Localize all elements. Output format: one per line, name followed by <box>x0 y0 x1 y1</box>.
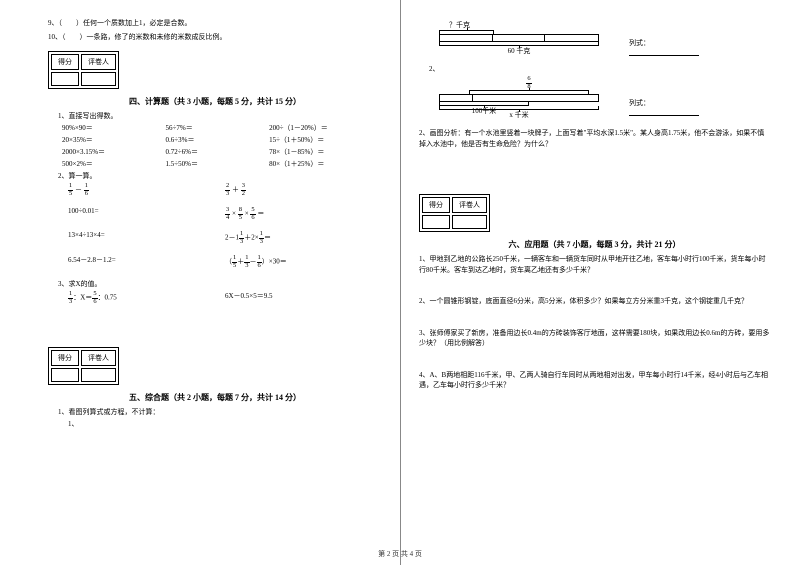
item6-4: 4、A、B两地相距116千米，甲、乙两人骑自行车同时从两地相对出发，甲车每小时行… <box>419 370 770 391</box>
expr: 13×4÷13×4= <box>68 231 225 245</box>
item6-2: 2、一个圆锥形钢锭，底面直径6分米，高5分米，体积多少？如果每立方分米重3千克，… <box>419 296 770 307</box>
q9: 9、（ ）任何一个质数加上1，必定是合数。 <box>48 18 382 29</box>
expr: 34 × 85 × 56 ＝ <box>225 207 382 221</box>
expr: 100÷0.01= <box>68 207 225 221</box>
expr: 13：X＝56：0.75 <box>68 291 225 305</box>
score-label: 得分 <box>51 54 79 70</box>
score-box-6: 得分 评卷人 <box>419 194 490 232</box>
diagram-2: 68 100千米 x 千米 列式： <box>439 76 639 120</box>
item5-1: 1、看图列算式或方程，不计算： <box>58 407 382 417</box>
expr: 6X－0.5×5＝9.5 <box>225 291 382 305</box>
item6-3: 3、张师傅家买了新房，准备用边长0.4m的方砖装饰客厅地面，这样需要180块，如… <box>419 328 770 349</box>
expr: 23 ＋ 32 <box>225 183 382 197</box>
calc-row: 90%×90＝ 56÷7%＝ 200÷（1－20%）＝ <box>62 123 382 133</box>
score-box-4: 得分 评卷人 <box>48 51 119 89</box>
right-column: ？千克 60 千克 列式： 2、 68 100千米 x 千米 列式： 2、画图分… <box>400 0 800 565</box>
calc-row: 500×2%＝ 1.5÷50%＝ 80×（1＋25%）＝ <box>62 159 382 169</box>
item5-1-1: 1、 <box>68 419 382 429</box>
section5-title: 五、综合题（共 2 小题，每题 7 分，共计 14 分） <box>48 392 382 403</box>
num2: 2、 <box>429 64 770 74</box>
item4-2: 2、算一算。 <box>58 171 382 181</box>
section4-title: 四、计算题（共 3 小题，每题 5 分，共计 15 分） <box>48 96 382 107</box>
score-box-5: 得分 评卷人 <box>48 347 119 385</box>
item4-3: 3、求X的值。 <box>58 279 382 289</box>
item6-1: 1、甲地到乙地的公路长250千米，一辆客车和一辆货车同时从甲地开往乙地，客车每小… <box>419 254 770 275</box>
section6-title: 六、应用题（共 7 小题，每题 3 分，共计 21 分） <box>419 239 770 250</box>
diagram-1: ？千克 60 千克 列式： <box>439 20 639 56</box>
item4-1: 1、直接写出得数。 <box>58 111 382 121</box>
item5-2: 2、画图分析：有一个水池里竖着一块牌子，上面写着"平均水深1.5米"。某人身高1… <box>419 128 770 149</box>
marker-label: 评卷人 <box>81 54 116 70</box>
expr: 2－113＋2×13＝ <box>225 231 382 245</box>
expr: 6.54－2.8－1.2= <box>68 255 225 269</box>
expr: 15 － 16 <box>68 183 225 197</box>
page-footer: 第 2 页 共 4 页 <box>0 549 800 559</box>
left-column: 9、（ ）任何一个质数加上1，必定是合数。 10、（ ）一条路，修了的米数和未修… <box>0 0 400 565</box>
expr: （15＋13－16）×30＝ <box>225 255 382 269</box>
calc-row: 20×35%＝ 0.6÷3%＝ 15÷（1＋50%）＝ <box>62 135 382 145</box>
calc-row: 2000×3.15%＝ 0.72÷6%＝ 78×（1－85%）＝ <box>62 147 382 157</box>
q10: 10、（ ）一条路，修了的米数和未修的米数成反比例。 <box>48 32 382 43</box>
